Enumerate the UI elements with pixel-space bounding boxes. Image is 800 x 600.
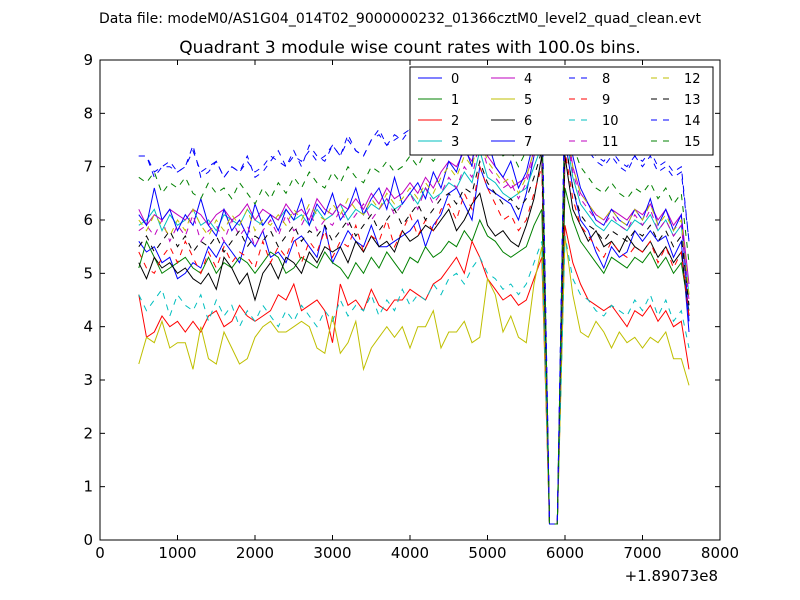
series-line-9: [138, 150, 690, 525]
y-tick-label: 4: [83, 318, 93, 336]
legend-label-15: 15: [684, 135, 701, 150]
x-tick-label: 8000: [701, 544, 739, 562]
legend-label-11: 11: [602, 135, 619, 150]
series-line-6: [138, 155, 690, 525]
legend-label-0: 0: [451, 72, 459, 87]
y-tick-label: 2: [83, 424, 93, 442]
series-line-13: [138, 139, 690, 525]
legend-label-1: 1: [451, 93, 459, 108]
series-line-3: [138, 129, 690, 525]
axis-ticks: 0 1000 2000 3000 4000 5000 6000 7000 80000123456…: [83, 51, 739, 562]
figure-suptitle: Data file: modeM0/AS1G04_014T02_90000002…: [99, 11, 701, 27]
series-line-1: [138, 187, 690, 525]
series-line-0: [138, 134, 690, 525]
series-line-2: [138, 225, 690, 525]
x-tick-label: 4000: [391, 544, 429, 562]
y-tick-label: 6: [83, 211, 93, 229]
legend-label-8: 8: [602, 72, 610, 87]
y-tick-label: 3: [83, 371, 93, 389]
chart-title: Quadrant 3 module wise count rates with …: [179, 38, 640, 58]
x-tick-label: 3000: [313, 544, 351, 562]
series-line-5: [138, 235, 690, 525]
y-tick-label: 8: [83, 104, 93, 122]
y-tick-label: 0: [83, 531, 93, 549]
y-tick-label: 1: [83, 478, 93, 496]
legend-box: [409, 66, 714, 156]
x-offset-label: +1.89073e8: [625, 567, 718, 585]
y-tick-label: 9: [83, 51, 93, 69]
legend-label-6: 6: [524, 114, 532, 129]
x-tick-label: 5000: [468, 544, 506, 562]
legend-label-7: 7: [524, 135, 532, 150]
series-line-15: [138, 102, 690, 525]
x-tick-label: 6000: [546, 544, 584, 562]
x-tick-label: 7000: [623, 544, 661, 562]
legend-label-10: 10: [602, 114, 619, 129]
legend-label-13: 13: [684, 93, 701, 108]
x-tick-label: 2000: [236, 544, 274, 562]
legend-label-5: 5: [524, 93, 532, 108]
series-line-10: [138, 235, 690, 525]
legend-label-2: 2: [451, 114, 459, 129]
y-tick-label: 7: [83, 158, 93, 176]
legend-label-4: 4: [524, 72, 532, 87]
y-tick-label: 5: [83, 264, 93, 282]
legend-label-3: 3: [451, 135, 459, 150]
series-line-11: [138, 123, 690, 525]
legend-label-9: 9: [602, 93, 610, 108]
legend-label-14: 14: [684, 114, 701, 129]
x-tick-label: 0: [95, 544, 105, 562]
legend-label-12: 12: [684, 72, 701, 87]
x-tick-label: 1000: [158, 544, 196, 562]
